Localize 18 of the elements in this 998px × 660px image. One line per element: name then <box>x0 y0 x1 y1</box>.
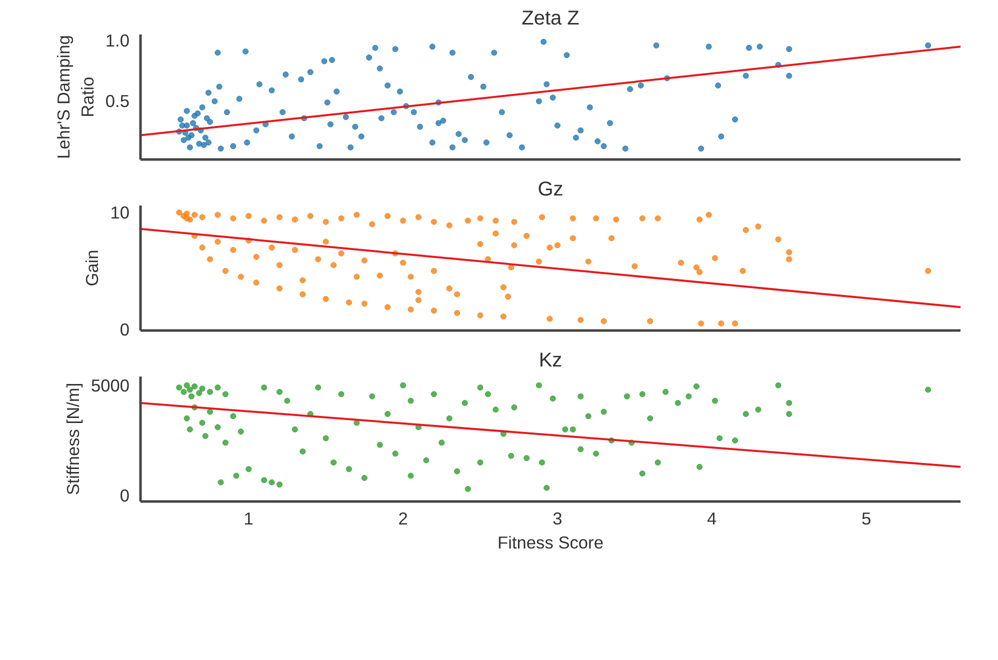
y-tick-label: 1.0 <box>105 30 130 51</box>
chart-title: Gz <box>538 178 564 200</box>
y-tick-label: 0 <box>120 319 130 340</box>
x-tick-label: 4 <box>707 508 718 528</box>
x-tick-label: 3 <box>552 508 562 528</box>
y-axis-title: Stiffness [N/m] <box>62 382 83 496</box>
y-tick-label: 0.5 <box>105 91 130 112</box>
y-axis-title: Gain <box>82 250 102 286</box>
y-tick-label: 0 <box>120 486 130 506</box>
x-tick-label: 5 <box>861 508 872 528</box>
x-axis-title: Fitness Score <box>498 532 604 552</box>
y-tick-label: 5000 <box>90 375 130 396</box>
chart-title: Kz <box>538 350 562 372</box>
x-tick-label: 2 <box>398 508 408 528</box>
chart-title: Zeta Z <box>522 8 580 30</box>
x-tick-label: 1 <box>244 508 254 528</box>
y-axis-title: Lehr'S Damping Ratio <box>53 35 98 159</box>
y-tick-label: 10 <box>110 202 130 223</box>
